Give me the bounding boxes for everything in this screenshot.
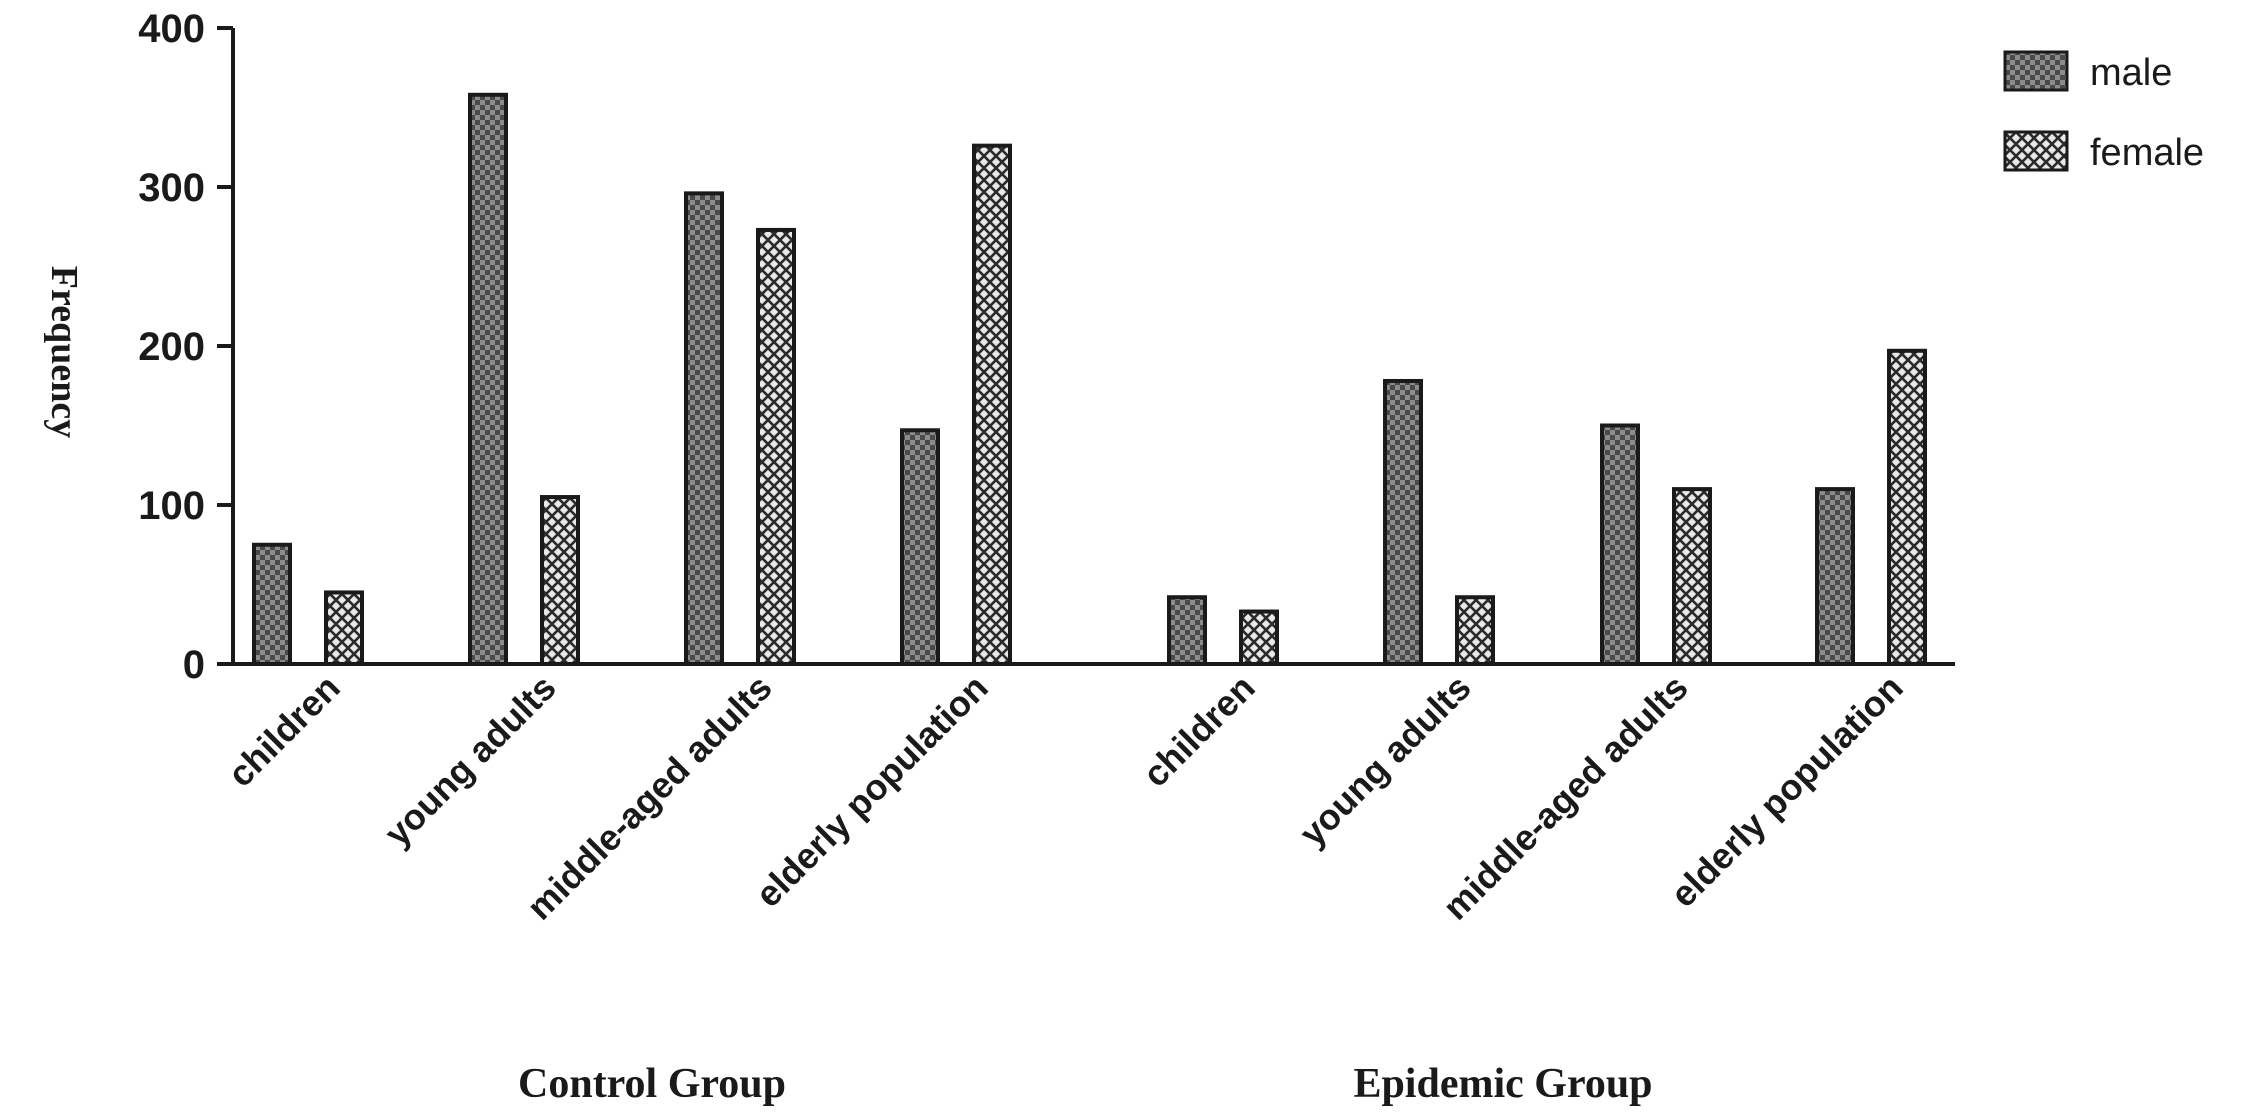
bar-male [1383, 378, 1423, 666]
legend-label-male: male [2090, 52, 2172, 94]
bar-female [1887, 348, 1927, 666]
bar-male [684, 191, 724, 667]
bar-female [756, 227, 796, 666]
bar-male [1600, 423, 1640, 666]
bars-layer [252, 92, 1927, 667]
legend-swatch-male [2003, 50, 2069, 92]
y-tick-label: 200 [138, 325, 205, 369]
category-label: elderly population [1662, 667, 1910, 915]
bar-female [972, 143, 1012, 667]
bar-male [468, 92, 508, 666]
bar-female [324, 590, 364, 667]
category-label: young adults [376, 667, 563, 854]
legend-swatch-female [2003, 130, 2069, 172]
y-tick-label: 100 [138, 484, 205, 528]
category-label: young adults [1291, 667, 1478, 854]
category-label: children [1135, 667, 1263, 795]
category-label: children [220, 667, 348, 795]
bar-male [1167, 595, 1207, 666]
category-label: elderly population [747, 667, 995, 915]
category-label: middle-aged adults [519, 667, 780, 928]
legend: male female [2003, 50, 2204, 174]
bar-female [1672, 487, 1712, 666]
y-tick-label: 400 [138, 7, 205, 51]
bar-male [900, 428, 940, 666]
legend-item-male: male [2003, 50, 2172, 94]
bar-female [1239, 609, 1279, 667]
y-tick-label: 0 [183, 643, 205, 687]
y-ticks: 0 100 200 300 400 [138, 7, 233, 687]
legend-label-female: female [2090, 132, 2204, 174]
bar-male [252, 542, 292, 666]
group-label-control: Control Group [518, 1061, 786, 1107]
group-label-epidemic: Epidemic Group [1353, 1061, 1652, 1107]
y-axis-label: Frequency [43, 266, 85, 438]
bar-female [540, 495, 580, 666]
legend-item-female: female [2003, 130, 2204, 174]
bar-female [1455, 595, 1495, 666]
category-label: middle-aged adults [1435, 667, 1696, 928]
y-tick-label: 300 [138, 166, 205, 210]
bar-male [1815, 487, 1855, 666]
